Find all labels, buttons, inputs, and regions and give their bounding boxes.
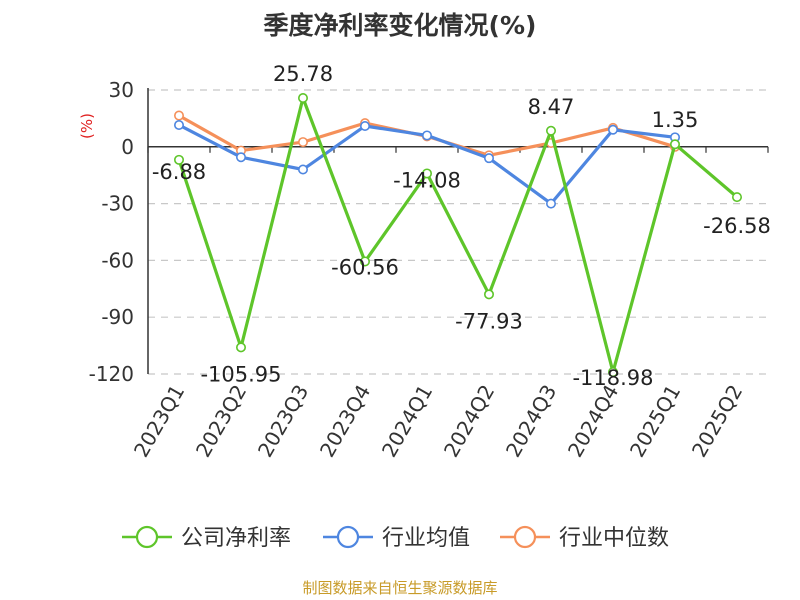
data-point (236, 152, 247, 163)
legend-label: 行业均值 (382, 526, 470, 551)
x-tick-label: 2023Q3 (253, 381, 313, 462)
y-tick-label: -90 (101, 305, 134, 329)
data-label: -118.98 (572, 366, 653, 390)
x-tick-label: 2023Q1 (129, 381, 189, 462)
data-point (545, 125, 556, 136)
data-point (421, 168, 432, 179)
x-tick-label: 2025Q2 (687, 381, 747, 462)
data-point (174, 120, 185, 131)
x-tick-label: 2023Q4 (315, 381, 375, 462)
y-tick-label: 30 (109, 78, 134, 102)
data-labels: -6.88 -105.95 25.78 -60.56 -14.08 -77.93 8.47 -… (152, 62, 771, 390)
data-label: -77.93 (455, 309, 523, 333)
data-label: -60.56 (331, 255, 399, 279)
chart-title: 季度净利率变化情况(%) (263, 11, 537, 40)
x-tick-label: 2024Q4 (563, 381, 623, 462)
y-tick-label: -120 (89, 362, 134, 386)
x-tick-label: 2025Q1 (625, 381, 685, 462)
x-tick-label: 2024Q2 (439, 381, 499, 462)
data-point (297, 164, 308, 175)
data-point (421, 130, 432, 141)
data-point (297, 137, 308, 148)
x-tick-label: 2024Q1 (377, 381, 437, 462)
data-point (174, 110, 185, 121)
data-point (545, 198, 556, 209)
x-tick-label: 2023Q2 (191, 381, 251, 462)
data-point (174, 154, 185, 165)
data-point (359, 120, 370, 131)
legend-label: 公司净利率 (181, 526, 291, 551)
data-point (669, 139, 680, 150)
legend-marker (336, 525, 360, 549)
series-lines (174, 92, 742, 378)
legend-marker (135, 525, 159, 549)
data-point (236, 342, 247, 353)
data-point (359, 256, 370, 267)
y-tick-label: -60 (101, 248, 134, 272)
y-tick-label: 0 (121, 135, 134, 159)
legend: 公司净利率 行业均值 行业中位数 (122, 525, 669, 551)
data-point (607, 124, 618, 135)
series-line-0 (177, 96, 739, 374)
y-tick-label: -30 (101, 192, 134, 216)
data-label: -14.08 (393, 168, 461, 192)
source-footer: 制图数据来自恒生聚源数据库 (302, 579, 498, 597)
x-tick-label: 2024Q3 (501, 381, 561, 462)
data-label: 1.35 (652, 108, 699, 132)
legend-marker (513, 525, 537, 549)
y-unit-label: (%) (78, 113, 96, 139)
data-point (483, 289, 494, 300)
data-label: -26.58 (703, 214, 771, 238)
data-point (297, 92, 308, 103)
data-point (731, 192, 742, 203)
data-label: 8.47 (528, 95, 575, 119)
data-label: -6.88 (152, 160, 206, 184)
data-point (483, 153, 494, 164)
data-label: -105.95 (200, 362, 281, 386)
data-point (607, 367, 618, 378)
data-label: 25.78 (273, 62, 333, 86)
legend-label: 行业中位数 (559, 526, 669, 551)
